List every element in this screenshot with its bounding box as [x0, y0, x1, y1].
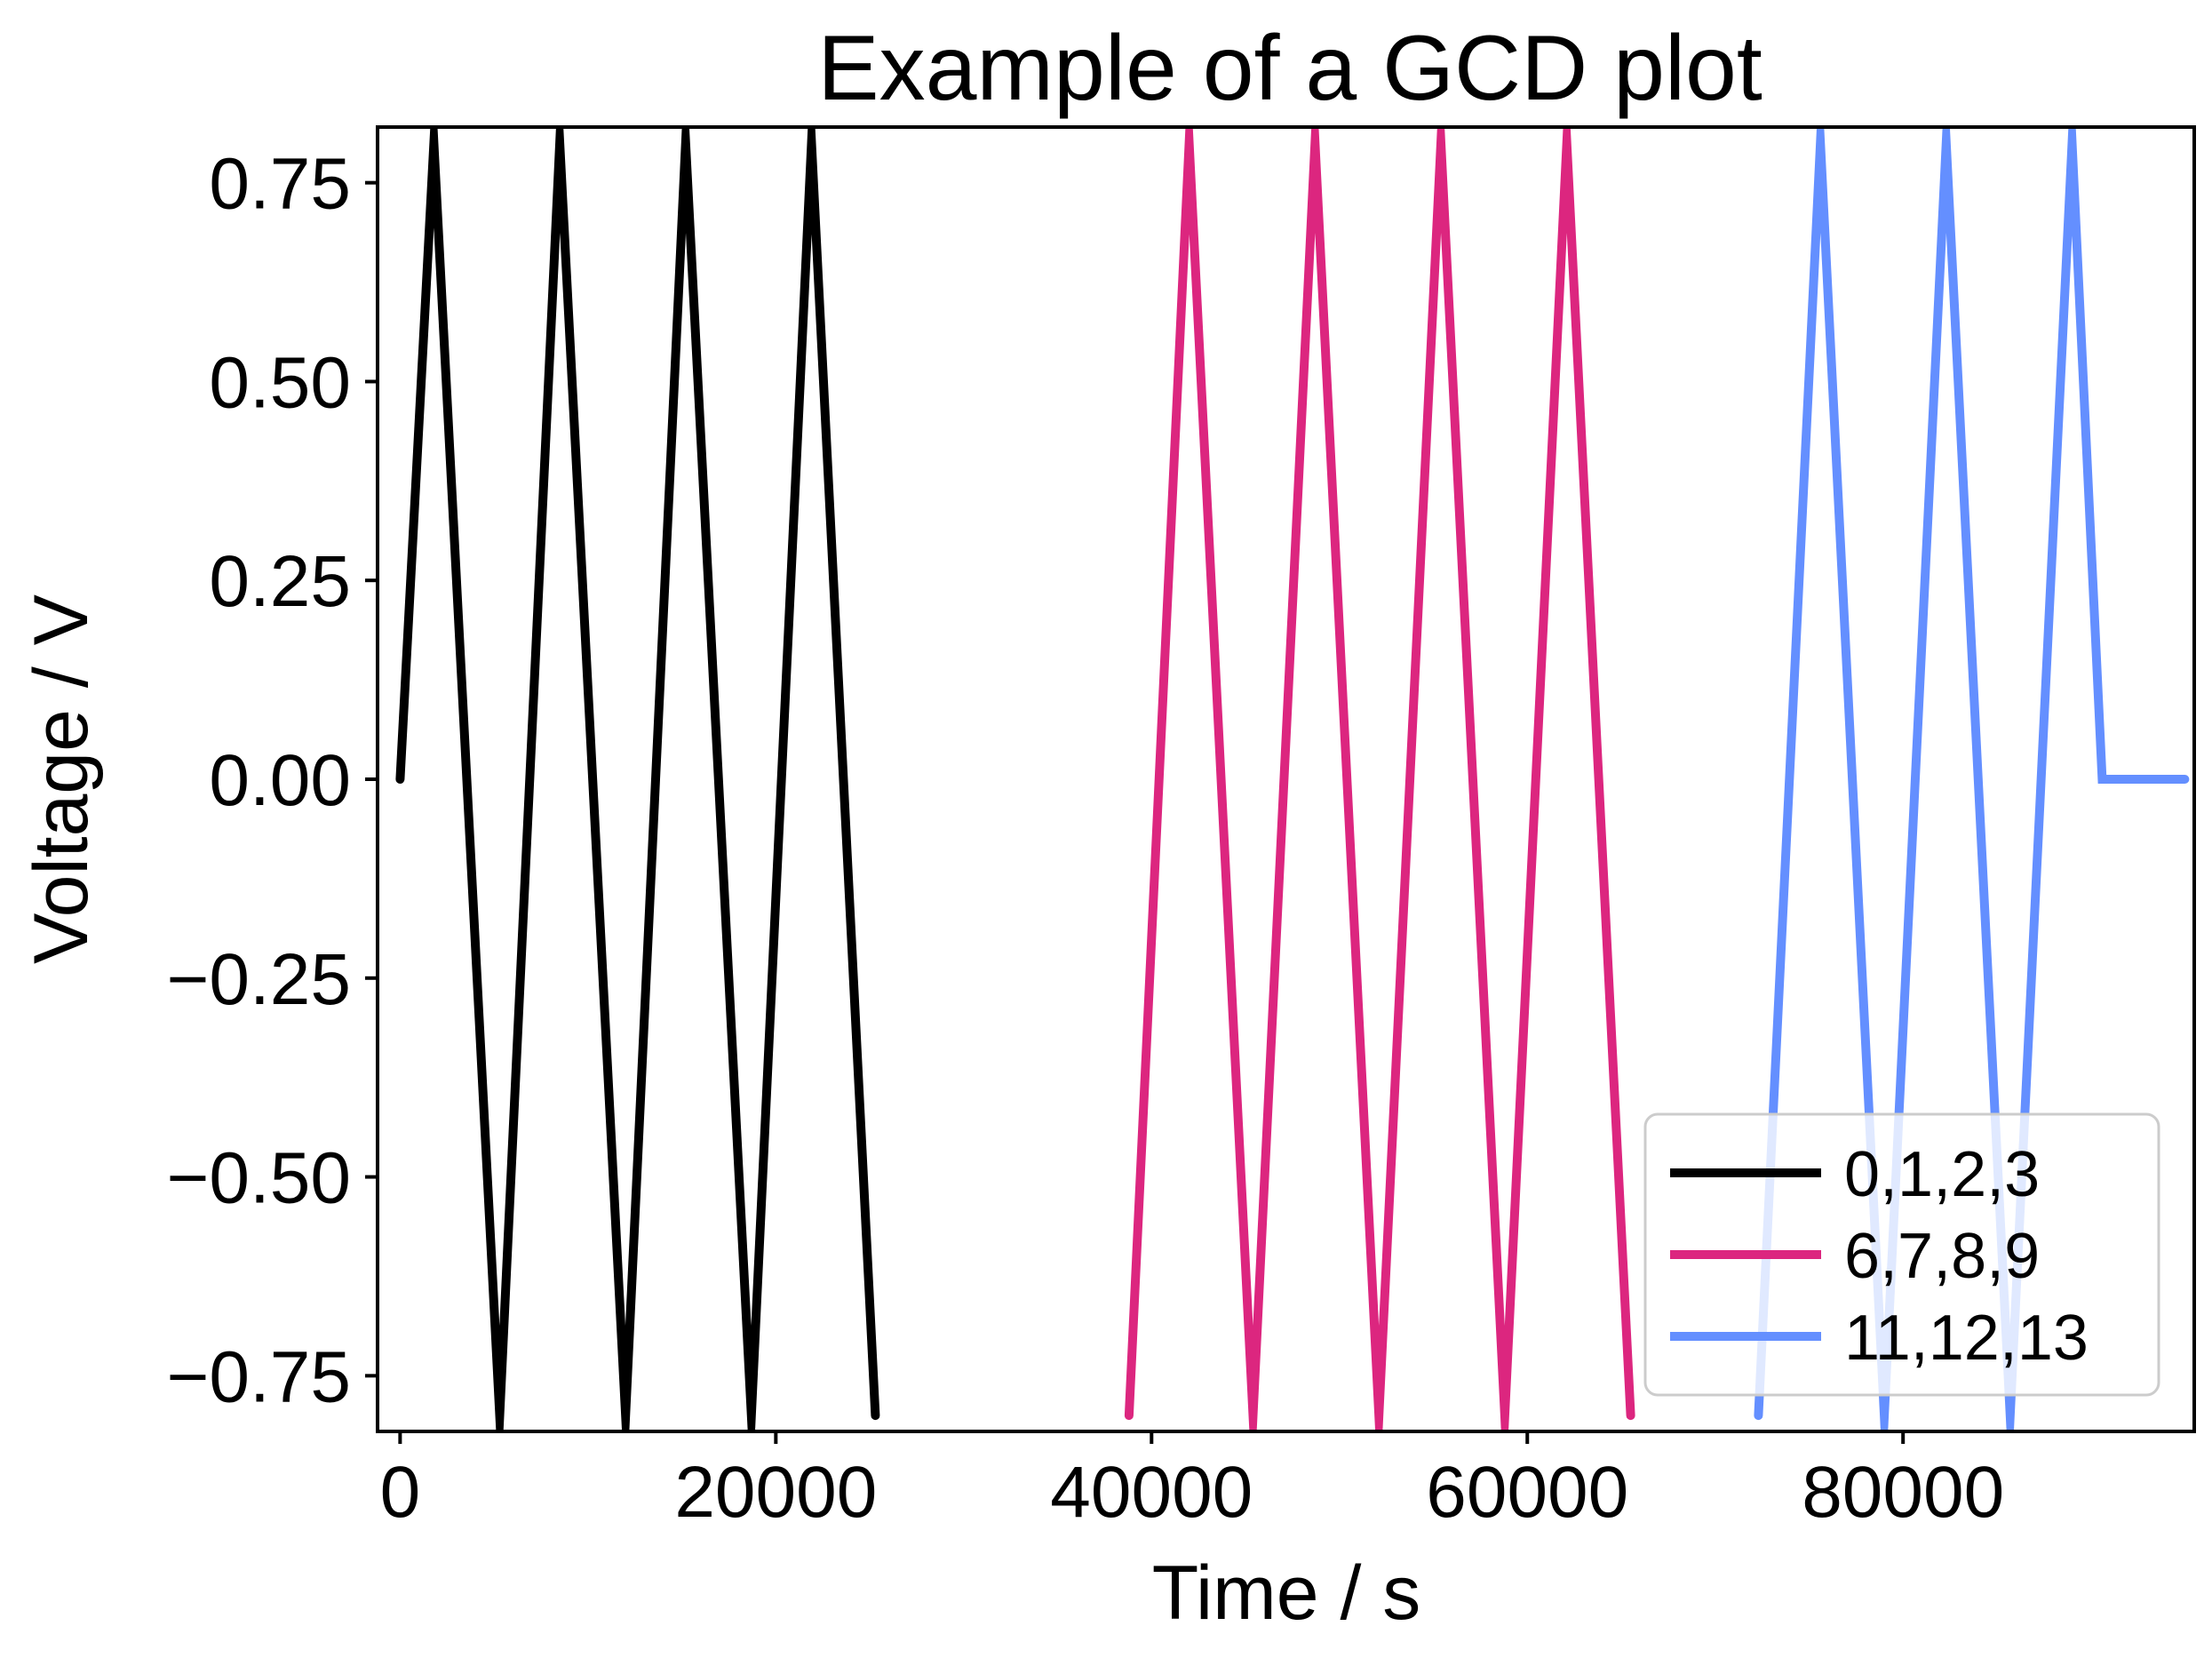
y-tick-label: −0.50: [167, 1138, 351, 1219]
x-tick-label: 20000: [674, 1452, 877, 1533]
x-tick-label: 0: [380, 1452, 421, 1533]
x-tick-label: 40000: [1050, 1452, 1253, 1533]
y-tick-label: 0.50: [209, 342, 351, 423]
series-line-1: [395, 127, 880, 1431]
y-tick-label: −0.75: [167, 1336, 351, 1417]
legend-box: [1643, 1112, 2160, 1397]
y-tick-label: 0.00: [209, 740, 351, 821]
x-tick-label: 60000: [1426, 1452, 1628, 1533]
x-axis-label: Time / s: [1152, 1550, 1421, 1636]
chart-title: Example of a GCD plot: [817, 17, 1762, 120]
y-axis: 0.75 0.50 0.25 0.00 −0.25 −0.50 −0.75: [167, 144, 378, 1417]
series-line-3: [1754, 127, 2190, 1431]
y-tick-label: −0.25: [167, 939, 351, 1020]
x-axis: 0 20000 40000 60000 80000: [380, 1431, 2004, 1533]
legend-label-1: 0,1,2,3: [1844, 1139, 2040, 1210]
series-layer: [395, 127, 2190, 1431]
legend-label-2: 6,7,8,9: [1844, 1221, 2040, 1292]
y-tick-label: 0.75: [209, 144, 351, 225]
x-tick-label: 80000: [1802, 1452, 2004, 1533]
legend-label-3: 11,12,13: [1844, 1303, 2089, 1374]
y-axis-label: Voltage / V: [19, 594, 104, 964]
y-tick-label: 0.25: [209, 541, 351, 622]
legend: 0,1,2,3 6,7,8,9 11,12,13: [1643, 1112, 2160, 1397]
series-line-2: [1124, 127, 1635, 1431]
